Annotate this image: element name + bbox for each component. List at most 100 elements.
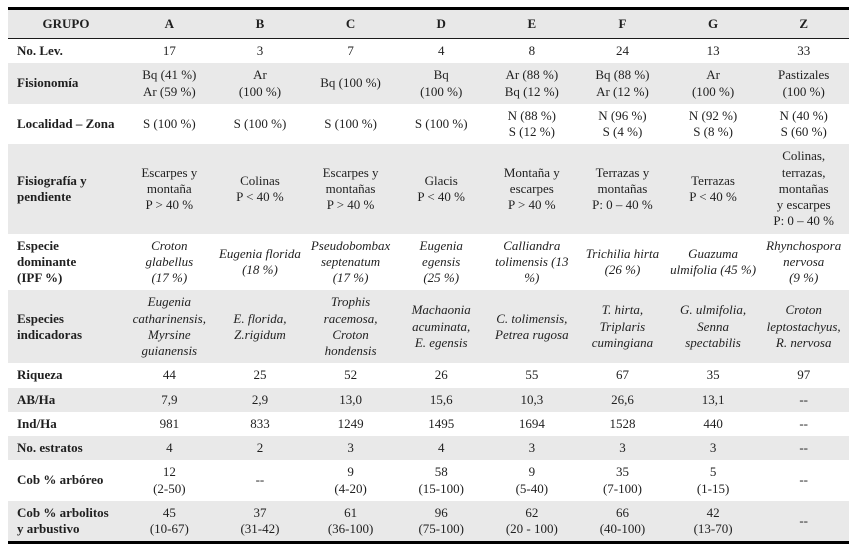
- table-cell: Eugenia egensis (25 %): [419, 237, 463, 286]
- table-cell: 1495: [428, 415, 455, 431]
- table-cell: 33: [797, 43, 811, 58]
- table-cell: Escarpes y montañas P > 40 %: [305, 144, 396, 234]
- table-cell: 35: [706, 367, 720, 383]
- table-cell: 3: [486, 436, 578, 461]
- table-cell: 62 (20 - 100): [486, 500, 578, 543]
- table-cell: 7: [347, 43, 354, 58]
- table-cell: Calliandra tolimensis (13 %): [495, 237, 569, 286]
- row-label: Fisionomía: [8, 63, 124, 104]
- table-row: Fisiografía y pendiente Escarpes y montañ…: [8, 144, 849, 234]
- table-row: Especies indicadoras Eugenia catharinensi…: [8, 290, 849, 364]
- table-cell: 17: [162, 43, 176, 58]
- table-head: GRUPO A B C D E F G Z: [8, 8, 849, 39]
- table-row: Fisionomía Bq (41 %) Ar (59 %) Ar (100 %) B…: [8, 63, 849, 104]
- table-cell: 2: [214, 436, 306, 461]
- table-cell: 3: [577, 436, 668, 461]
- table-cell: N (40 %) S (60 %): [779, 107, 828, 139]
- table-cell: 4: [437, 43, 445, 58]
- table-cell: N (96 %) S (4 %): [598, 107, 647, 139]
- table-cell: S (100 %): [324, 115, 377, 131]
- table-cell: 44: [162, 367, 176, 383]
- table-cell: 7,9: [124, 387, 215, 412]
- table-cell: --: [758, 436, 849, 461]
- table-cell: 61 (36-100): [305, 500, 396, 543]
- table-cell: S (100 %): [142, 115, 196, 131]
- table-cell: 3: [667, 436, 759, 461]
- table-cell: 97: [797, 367, 811, 383]
- table-row: Especie dominante (IPF %) Croton glabellu…: [8, 234, 849, 291]
- table-cell: S (100 %): [233, 115, 287, 131]
- table-cell: 12 (2-50): [153, 464, 186, 496]
- table-cell: 3: [256, 43, 264, 58]
- table-cell: 13: [706, 43, 720, 58]
- table-cell: --: [799, 472, 809, 488]
- table-cell: 26,6: [577, 387, 668, 412]
- table-row: Localidad – Zona S (100 %) S (100 %) S (100…: [8, 104, 849, 145]
- table-cell: Machaonia acuminata, E. egensis: [395, 290, 487, 364]
- table-cell: 10,3: [486, 387, 578, 412]
- table-cell: E. florida, Z.rigidum: [214, 290, 306, 364]
- column-header-a: A: [124, 8, 215, 39]
- table-cell: 3: [305, 436, 396, 461]
- table-row: No. Lev. 17 3 7 4 8 24 13 33: [8, 39, 849, 64]
- table-cell: Croton glabellus (17 %): [145, 237, 194, 286]
- table-cell: --: [758, 500, 849, 543]
- table-cell: Bq (100 %): [305, 63, 396, 104]
- table-cell: Terrazas y montañas P: 0 – 40 %: [577, 144, 668, 234]
- table-cell: 833: [250, 415, 270, 431]
- column-header-b: B: [214, 8, 306, 39]
- table-cell: Ar (100 %): [214, 63, 306, 104]
- table-cell: Rhynchospora nervosa (9 %): [766, 237, 842, 286]
- table-row: AB/Ha 7,9 2,9 13,0 15,6 10,3 26,6 13,1 --: [8, 387, 849, 412]
- row-label: Ind/Ha: [17, 415, 57, 431]
- table-cell: Colinas, terrazas, montañas y escarpes P…: [758, 144, 849, 234]
- column-header-grupo: GRUPO: [8, 8, 124, 39]
- table-cell: 9 (5-40): [515, 464, 549, 496]
- table-cell: 66 (40-100): [577, 500, 668, 543]
- table-cell: --: [758, 387, 849, 412]
- table-cell: Eugenia florida (18 %): [218, 245, 301, 277]
- table-cell: 8: [528, 43, 536, 58]
- table-row: Cob % arbolitos y arbustivo 45 (10-67) 37 …: [8, 500, 849, 543]
- table-cell: 4: [124, 436, 215, 461]
- row-label: Localidad – Zona: [17, 115, 115, 131]
- table-cell: Pastizales (100 %): [758, 63, 849, 104]
- table-cell: 1249: [337, 415, 364, 431]
- row-label: Especie dominante (IPF %): [17, 237, 77, 286]
- column-header-e: E: [486, 8, 578, 39]
- row-label: Riqueza: [17, 367, 63, 383]
- table-cell: 4: [395, 436, 487, 461]
- table-cell: --: [799, 415, 809, 431]
- table-cell: Glacis P < 40 %: [395, 144, 487, 234]
- column-header-d: D: [395, 8, 487, 39]
- table-cell: Guazuma ulmifolia (45 %): [670, 245, 757, 277]
- table-cell: --: [255, 472, 265, 488]
- table-row: Riqueza 44 25 52 26 55 67 35 97: [8, 363, 849, 387]
- table-cell: 45 (10-67): [124, 500, 215, 543]
- table-cell: S (100 %): [414, 115, 468, 131]
- table-cell: Escarpes y montaña P > 40 %: [124, 144, 215, 234]
- table-row: Ind/Ha 981 833 1249 1495 1694 1528 440 --: [8, 412, 849, 436]
- row-label: Cob % arbóreo: [17, 472, 104, 488]
- row-label: Especies indicadoras: [8, 290, 124, 364]
- table-cell: Trophis racemosa, Croton hondensis: [305, 290, 396, 364]
- table-cell: Trichilia hirta (26 %): [585, 245, 660, 277]
- table-cell: Montaña y escarpes P > 40 %: [486, 144, 578, 234]
- table-cell: C. tolimensis, Petrea rugosa: [486, 290, 578, 364]
- table-cell: 15,6: [395, 387, 487, 412]
- table-body: No. Lev. 17 3 7 4 8 24 13 33 Fisionomía Bq (41 %) …: [8, 39, 849, 543]
- table-cell: Croton leptostachyus, R. nervosa: [758, 290, 849, 364]
- vegetation-groups-summary-table: GRUPO A B C D E F G Z No. Lev. 17 3 7 4 8 24 13 33 Fision…: [8, 7, 849, 545]
- table-cell: Bq (88 %) Ar (12 %): [577, 63, 668, 104]
- table-cell: 55: [525, 367, 539, 383]
- table-cell: 981: [159, 415, 180, 431]
- table-cell: 1694: [518, 415, 545, 431]
- table-cell: 52: [344, 367, 358, 383]
- table-row: No. estratos 4 2 3 4 3 3 3 --: [8, 436, 849, 461]
- column-header-f: F: [577, 8, 668, 39]
- column-header-c: C: [305, 8, 396, 39]
- table-cell: Bq (100 %): [395, 63, 487, 104]
- table-cell: 42 (13-70): [667, 500, 759, 543]
- table-cell: N (88 %) S (12 %): [507, 107, 556, 139]
